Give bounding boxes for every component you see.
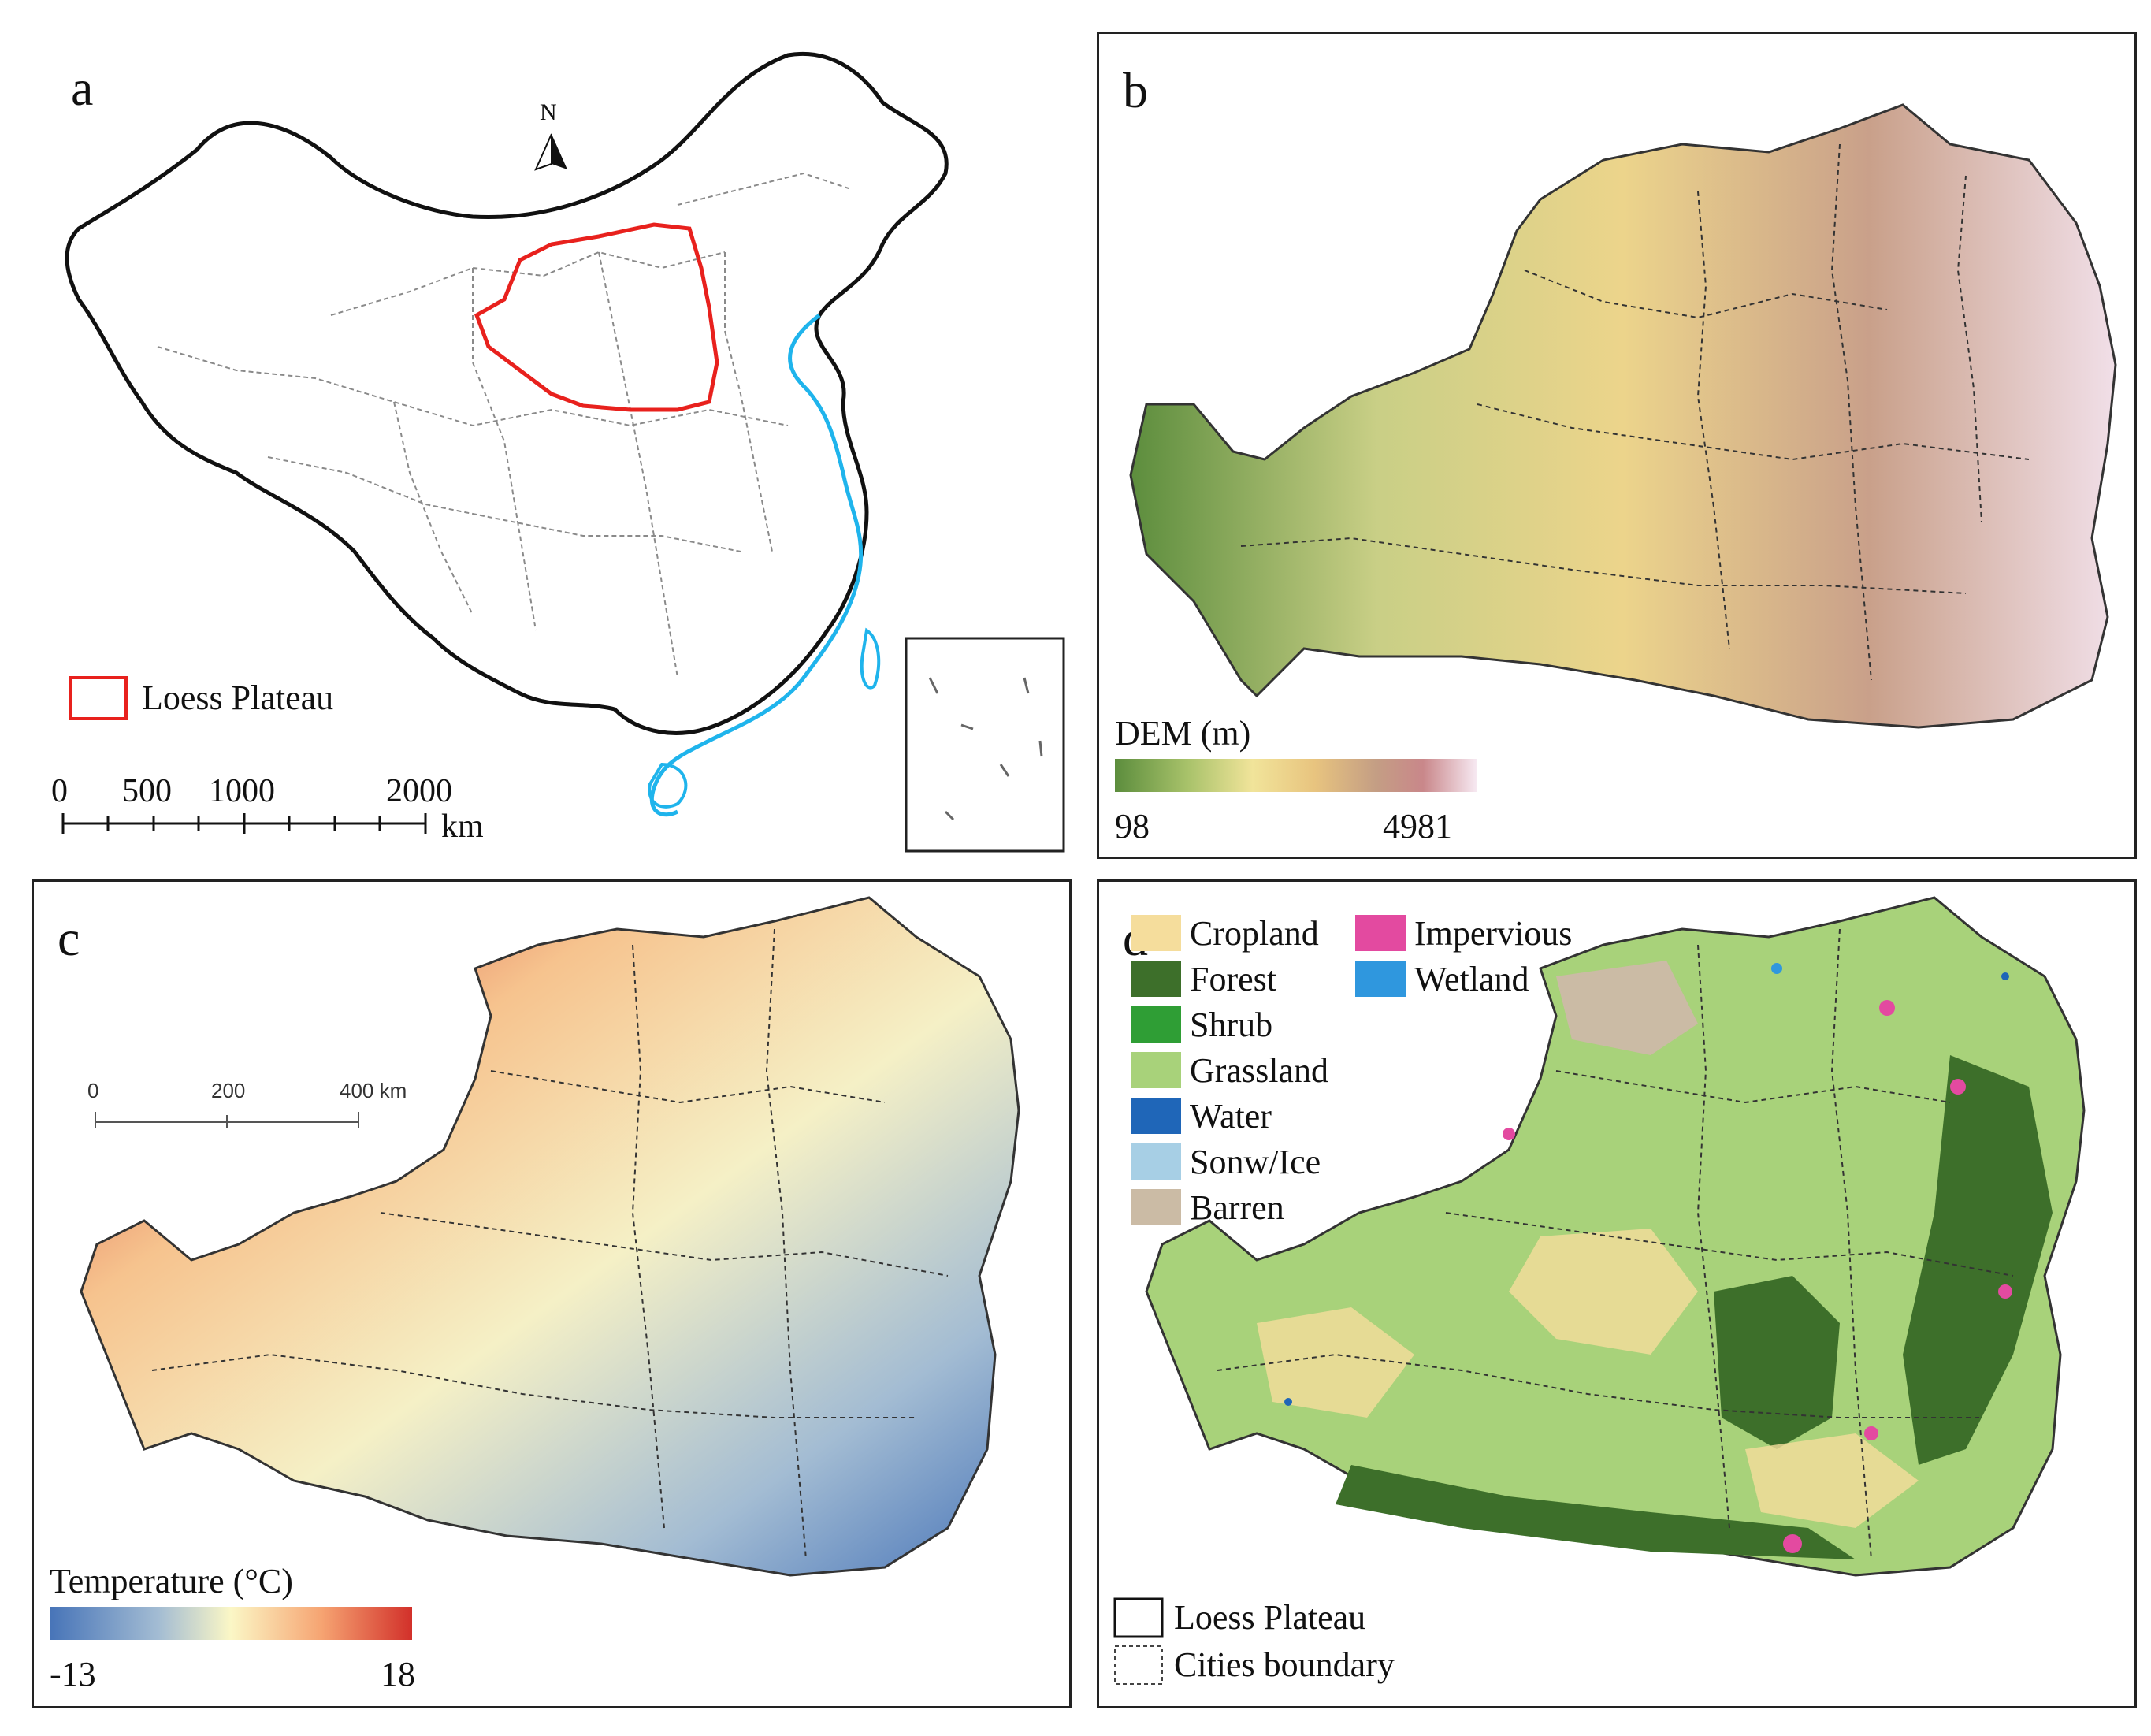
scale-tick-2000: 2000 [386, 773, 452, 809]
panel-d-landcover-map: d C [1097, 879, 2137, 1708]
legend-label-grassland: Grassland [1190, 1051, 1328, 1090]
legend-label-water: Water [1190, 1097, 1272, 1136]
dem-region [1129, 103, 2117, 729]
legend-label-forest: Forest [1190, 960, 1276, 998]
temperature-colorbar [50, 1607, 412, 1640]
scale-tick-1000: 1000 [209, 773, 275, 809]
panel-c-label: c [58, 910, 80, 966]
legend-swatch-shrub [1131, 1006, 1181, 1043]
dem-min-label: 98 [1115, 807, 1150, 846]
temperature-city-boundaries [151, 928, 949, 1560]
panel-c-temperature-map: c [32, 879, 1072, 1708]
loess-plateau-outline [474, 222, 719, 412]
legend-label-shrub: Shrub [1190, 1006, 1273, 1044]
loess-legend-swatch [69, 676, 128, 720]
legend-swatch-wetland [1355, 961, 1406, 997]
legend-label-impervious: Impervious [1414, 914, 1573, 953]
coastline [649, 314, 864, 817]
north-arrow-icon [534, 133, 567, 171]
dem-city-boundaries [1240, 143, 2030, 681]
boundary-legend-swatch [1113, 1597, 1164, 1638]
cities-legend-swatch [1114, 1645, 1163, 1685]
inset-islands [928, 677, 1043, 821]
legend-swatch-grassland [1131, 1052, 1181, 1088]
legend-swatch-cropland [1131, 915, 1181, 951]
temperature-scale-bar [95, 1112, 359, 1128]
temp-min-label: -13 [50, 1655, 96, 1693]
legend-swatch-water [1131, 1098, 1181, 1134]
scale-tick-0: 0 [51, 773, 68, 809]
dem-max-label: 4981 [1383, 807, 1452, 846]
dem-legend-title: DEM (m) [1115, 714, 1251, 753]
boundary-legend-label: Loess Plateau [1174, 1598, 1366, 1637]
hainan-outline [648, 762, 688, 809]
dem-colorbar [1115, 759, 1477, 792]
temp-max-label: 18 [381, 1655, 415, 1693]
legend-label-snow-ice: Sonw/Ice [1190, 1143, 1321, 1181]
legend-swatch-snow-ice [1131, 1143, 1181, 1180]
scale-unit: km [441, 809, 484, 845]
panel-a-china-map: a [32, 32, 1072, 859]
scale-tick-500: 500 [122, 773, 172, 809]
temp-scale-tick-0: 0 [87, 1079, 99, 1102]
taiwan-outline [860, 627, 881, 690]
temp-scale-tick-400: 400 km [340, 1079, 407, 1102]
north-label: N [540, 99, 557, 125]
scale-bar [61, 813, 427, 834]
legend-label-cropland: Cropland [1190, 914, 1319, 953]
south-china-sea-inset [905, 637, 1065, 853]
loess-legend-label: Loess Plateau [142, 678, 334, 717]
panel-b-label: b [1123, 62, 1148, 118]
legend-swatch-barren [1131, 1189, 1181, 1225]
temp-legend-title: Temperature (°C) [50, 1562, 293, 1600]
legend-swatch-impervious [1355, 915, 1406, 951]
panel-a-label: a [71, 60, 94, 116]
legend-swatch-forest [1131, 961, 1181, 997]
landcover-city-boundaries [1217, 928, 2014, 1560]
province-boundaries [157, 172, 852, 678]
temperature-region [80, 896, 1020, 1577]
china-boundary [65, 52, 949, 735]
cities-legend-label: Cities boundary [1174, 1645, 1395, 1684]
legend-label-wetland: Wetland [1414, 960, 1529, 998]
landcover-patches [1257, 961, 2053, 1559]
panel-b-dem-map: b [1097, 32, 2137, 859]
legend-label-barren: Barren [1190, 1188, 1284, 1227]
china-outline-svg [61, 52, 1065, 853]
temp-scale-tick-200: 200 [211, 1079, 246, 1102]
